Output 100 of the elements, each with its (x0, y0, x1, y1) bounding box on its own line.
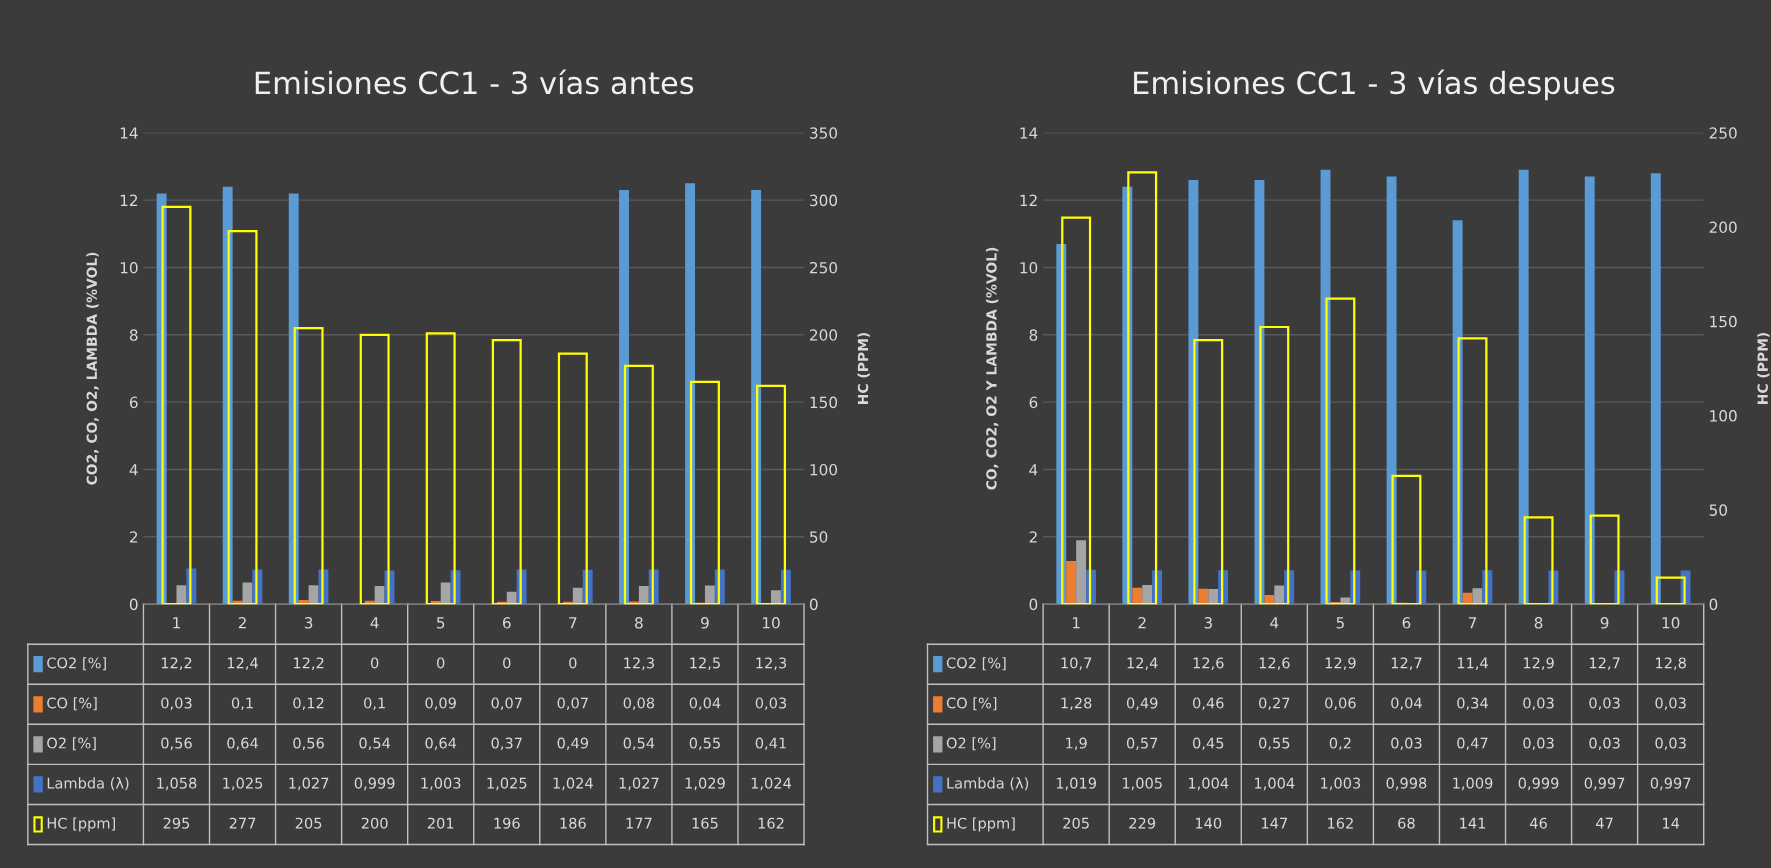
data-label: 14 (1663, 817, 1680, 829)
data-label: 0,49 (1126, 697, 1158, 710)
data-label: 1,024 (751, 777, 792, 791)
data-label: 1,027 (289, 777, 329, 791)
legend-label: HC [ppm] (947, 817, 1015, 832)
data-label: 0,37 (491, 737, 522, 751)
legend-label: CO [%] (946, 697, 997, 711)
data-label: 0,08 (623, 697, 655, 710)
data-label: 201 (427, 817, 454, 829)
legend-label: Lambda (λ) (47, 777, 129, 791)
y-tick-label: 10 (1020, 261, 1038, 274)
data-label: 229 (1129, 817, 1156, 829)
data-label: 1,005 (1122, 777, 1162, 791)
x-tick-label: 9 (701, 617, 709, 629)
x-tick-label: 6 (502, 617, 511, 629)
data-label: 0,55 (1259, 737, 1290, 751)
legend-label: CO2 [%] (946, 657, 1006, 671)
y2-tick-label: 300 (810, 194, 838, 207)
data-label: 205 (295, 817, 322, 829)
data-label: 0,56 (161, 737, 192, 751)
legend-label: HC [ppm] (47, 817, 115, 832)
y2-tick-label: 0 (809, 598, 818, 611)
y2-tick-label: 100 (1710, 410, 1737, 422)
data-label: 1,029 (685, 777, 725, 791)
data-label: 12,2 (161, 657, 192, 670)
data-label: 1,019 (1056, 777, 1096, 791)
x-tick-label: 1 (173, 617, 180, 629)
data-label: 196 (494, 817, 520, 829)
data-label: 1,024 (553, 777, 593, 791)
data-label: 0,2 (1329, 737, 1351, 751)
data-label: 10,7 (1061, 657, 1092, 670)
y-axis-title: CO, CO2, O2 Y LAMBDA (%VOL) (985, 247, 999, 490)
data-label: 165 (692, 817, 718, 829)
data-label: 0,03 (1523, 737, 1554, 751)
y2-tick-label: 0 (1709, 598, 1718, 611)
y-tick-label: 4 (129, 464, 138, 476)
data-label: 0,1 (231, 697, 253, 710)
data-label: 147 (1262, 817, 1287, 829)
data-label: 12,3 (624, 657, 654, 670)
y2-tick-label: 350 (810, 127, 838, 139)
chart-title: Emisiones CC1 - 3 vías despues (1134, 69, 1615, 101)
x-tick-label: 10 (762, 617, 780, 629)
data-label: 0 (437, 657, 445, 669)
data-label: 0,997 (1650, 777, 1691, 791)
y2-axis-title: HC (PPM) (1757, 332, 1770, 404)
data-label: 1,004 (1255, 777, 1295, 791)
x-tick-label: 8 (635, 617, 643, 629)
data-label: 0,54 (359, 737, 391, 751)
data-label: 141 (1460, 817, 1486, 829)
data-label: 295 (163, 817, 190, 829)
data-label: 186 (560, 817, 586, 829)
y-tick-label: 12 (120, 194, 138, 206)
data-label: 0 (569, 657, 577, 669)
data-label: 0,999 (1518, 777, 1559, 791)
data-label: 0,41 (755, 737, 786, 751)
data-label: 1,027 (619, 777, 659, 791)
data-label: 46 (1529, 817, 1547, 829)
y-tick-label: 8 (1029, 329, 1038, 341)
data-label: 12,6 (1193, 657, 1224, 670)
y2-tick-label: 250 (1709, 127, 1737, 139)
data-label: 0,03 (1655, 697, 1686, 710)
data-label: 0,03 (161, 697, 192, 710)
data-label: 177 (626, 817, 652, 829)
legend-label: O2 [%] (946, 737, 996, 751)
y2-tick-label: 100 (810, 463, 838, 476)
data-label: 0,56 (293, 737, 324, 751)
y2-tick-label: 200 (810, 329, 838, 341)
data-label: 12,6 (1259, 657, 1290, 670)
y-tick-label: 14 (1020, 127, 1038, 139)
data-label: 12,9 (1523, 657, 1554, 670)
y2-tick-label: 150 (810, 396, 838, 409)
y-tick-label: 6 (129, 396, 138, 409)
x-tick-label: 3 (1204, 617, 1212, 629)
data-label: 0,34 (1457, 697, 1488, 710)
data-label: 0,46 (1192, 697, 1224, 710)
y-tick-label: 14 (120, 127, 138, 139)
data-label: 1,003 (421, 777, 461, 791)
y2-tick-label: 200 (1709, 221, 1737, 234)
data-label: 0,03 (1523, 697, 1554, 710)
data-label: 0,04 (1391, 697, 1422, 710)
data-label: 0,55 (689, 737, 720, 751)
data-label: 205 (1063, 817, 1089, 829)
data-label: 0,64 (425, 737, 457, 751)
data-label: 0 (503, 657, 511, 669)
data-label: 1,009 (1453, 777, 1493, 791)
x-tick-label: 5 (437, 617, 445, 629)
y-tick-label: 12 (1020, 194, 1037, 206)
y-tick-label: 4 (1029, 464, 1038, 476)
data-label: 12,4 (1127, 657, 1158, 670)
data-label: 0,54 (623, 737, 655, 751)
x-tick-label: 4 (370, 617, 379, 629)
y-tick-label: 10 (120, 261, 138, 274)
data-label: 0,1 (364, 697, 385, 710)
y2-axis-title: HC (PPM) (857, 332, 870, 404)
data-label: 12,5 (690, 657, 720, 670)
y-axis-title: CO2, CO, O2, LAMBDA (%VOL) (86, 252, 99, 485)
y-tick-label: 6 (1029, 396, 1038, 409)
data-label: 0,03 (755, 697, 787, 710)
y2-tick-label: 50 (1709, 504, 1727, 516)
data-label: 0,09 (425, 697, 456, 710)
